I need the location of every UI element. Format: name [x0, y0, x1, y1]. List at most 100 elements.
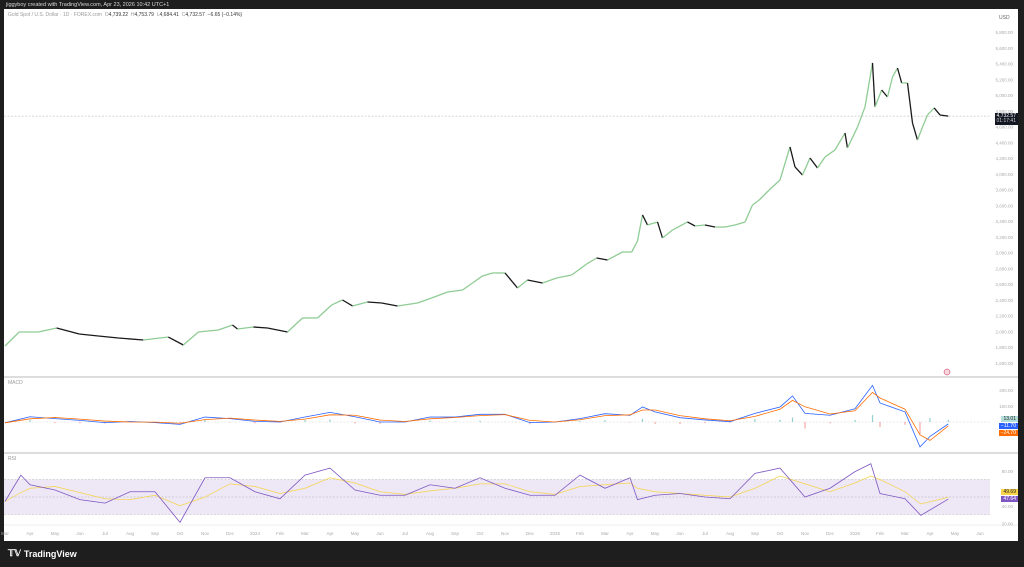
price-candle-segment [641, 214, 649, 226]
macd-histogram-bar [204, 419, 206, 422]
time-tick-label: Dec [226, 531, 235, 536]
time-tick-label: Mar [301, 531, 309, 536]
macd-histogram-bar [729, 422, 731, 423]
price-candle-segment [143, 336, 169, 341]
macd-signal-badge: −24.70 [998, 430, 1018, 436]
price-candle-segment [79, 333, 99, 337]
open-value: 4,739.22 [108, 12, 129, 18]
price-candle-segment [232, 324, 238, 330]
macd-histogram-badge: 13.01 [1001, 416, 1018, 422]
price-tick-label: 4,000.00 [995, 172, 1013, 177]
open-label: O [104, 12, 109, 18]
macd-histogram-bar [704, 422, 706, 424]
macd-histogram-bar [354, 422, 356, 424]
time-tick-label: Feb [876, 531, 884, 536]
time-tick-label: Jun [976, 531, 984, 536]
time-tick-label: Apr [326, 531, 334, 536]
time-tick-label: Dec [526, 531, 535, 536]
price-candle-segment [824, 149, 836, 158]
time-tick-label: Oct [176, 531, 184, 536]
close-value: 4,732.57 [185, 12, 205, 18]
macd-histogram-bar [929, 418, 931, 422]
chart-panel[interactable] [4, 9, 1018, 541]
rsi-ma-line [4, 475, 949, 507]
price-candle-segment [367, 301, 382, 304]
macd-histogram-bar [641, 418, 644, 422]
rsi-line [4, 463, 949, 524]
time-tick-label: Aug [426, 531, 435, 536]
price-candle-segment [704, 224, 716, 228]
rsi-title: RSI [8, 456, 17, 462]
price-candle-segment [744, 204, 754, 223]
macd-histogram-bar [804, 422, 806, 429]
price-tick-label: 5,200.00 [995, 77, 1013, 82]
macd-histogram-bar [379, 422, 381, 424]
price-candle-segment [816, 156, 826, 169]
bar-countdown: 01:17:41 [996, 118, 1016, 124]
price-candle-segment [586, 257, 598, 265]
rsi-tick-label: 20.00 [1002, 521, 1014, 526]
price-candle-segment [447, 289, 463, 293]
price-candle-segment [571, 263, 588, 276]
price-candle-segment [542, 277, 557, 284]
macd-histogram-bar [254, 422, 256, 424]
macd-histogram-bar [679, 422, 681, 425]
price-candle-segment [834, 132, 846, 151]
price-tick-label: 2,400.00 [995, 298, 1013, 303]
time-tick-label: Oct [776, 531, 784, 536]
price-candle-segment [198, 329, 219, 333]
price-candle-segment [596, 257, 608, 261]
time-tick-label: Apr [626, 531, 634, 536]
time-tick-label: Jul [402, 531, 408, 536]
price-candle-segment [694, 224, 706, 227]
attribution: jiggyboy created with TradingView.com, A… [6, 2, 170, 8]
price-candle-segment [331, 299, 343, 306]
high-value: 4,753.79 [134, 12, 154, 18]
price-candle-segment [527, 279, 543, 284]
price-candle-segment [631, 240, 639, 253]
price-tick-label: 3,800.00 [995, 188, 1013, 193]
macd-histogram-bar [779, 419, 781, 422]
macd-line [4, 384, 949, 448]
macd-histogram-bar [654, 422, 656, 424]
macd-tick-label: 200.00 [999, 388, 1013, 393]
last-price-badge: 4,732.57 01:17:41 [994, 113, 1018, 125]
price-candle-segment [38, 327, 57, 333]
time-tick-label: Nov [501, 531, 510, 536]
macd-histogram-bar [854, 419, 856, 422]
price-candle-segment [342, 299, 353, 307]
time-tick-label: Dec [826, 531, 835, 536]
price-candle-segment [687, 221, 696, 227]
time-tick-label: Mar [1, 531, 9, 536]
currency-label[interactable]: USD [999, 15, 1010, 21]
time-tick-label: Sep [451, 531, 460, 536]
price-candle-segment [874, 89, 883, 108]
time-tick-label: Jun [676, 531, 684, 536]
price-candle-segment [182, 331, 199, 346]
price-candle-segment [267, 327, 288, 333]
symbol-title: Gold Spot / U.S. Dollar · 1D · FOREX.com [8, 12, 102, 18]
price-candle-segment [672, 221, 688, 231]
price-candle-segment [482, 272, 493, 277]
price-tick-label: 2,000.00 [995, 329, 1013, 334]
price-tick-label: 4,400.00 [995, 140, 1013, 145]
tradingview-logo[interactable]: 𝕋𝕍 TradingView [8, 548, 77, 559]
price-tick-label: 5,600.00 [995, 46, 1013, 51]
price-candle-segment [891, 67, 899, 78]
brand-name: TradingView [23, 548, 77, 559]
price-candle-segment [933, 107, 941, 116]
time-tick-label: Mar [601, 531, 609, 536]
price-tick-label: 4,200.00 [995, 156, 1013, 161]
price-tick-label: 5,800.00 [995, 30, 1013, 35]
price-candle-segment [927, 107, 935, 116]
price-candle-segment [237, 326, 254, 330]
price-candle-segment [511, 281, 519, 289]
tradingview-logo-icon: 𝕋𝕍 [8, 548, 21, 558]
price-candle-segment [504, 272, 513, 283]
price-candle-segment [417, 297, 432, 304]
price-tick-label: 4,800.00 [995, 109, 1013, 114]
macd-histogram-bar [429, 420, 431, 422]
price-candle-segment [789, 146, 796, 168]
macd-histogram-bar [604, 420, 606, 422]
